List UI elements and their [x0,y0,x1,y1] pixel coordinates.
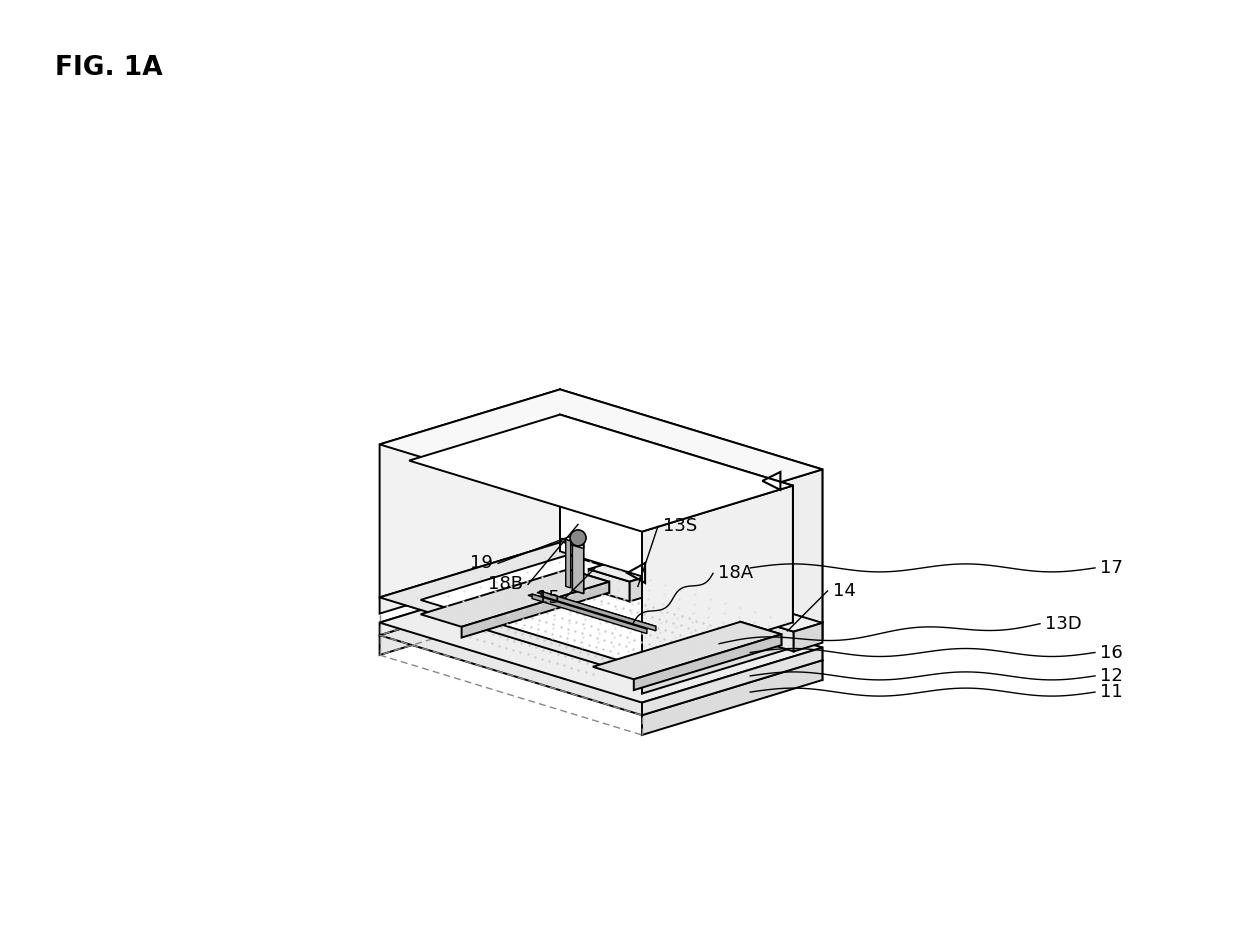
Polygon shape [379,389,560,597]
Polygon shape [753,611,822,632]
Text: 13D: 13D [1045,614,1081,633]
Polygon shape [379,389,822,525]
Polygon shape [528,594,647,630]
Polygon shape [409,414,792,532]
Text: FIG. 1A: FIG. 1A [55,55,162,81]
Polygon shape [537,591,656,627]
Polygon shape [379,581,560,655]
Polygon shape [379,542,560,613]
Text: 11: 11 [1100,683,1122,701]
Text: 17: 17 [1100,559,1123,577]
Polygon shape [562,539,584,549]
Text: A: A [608,542,621,560]
Polygon shape [642,485,792,669]
Polygon shape [565,539,570,588]
Polygon shape [573,540,584,594]
Polygon shape [630,573,658,601]
Polygon shape [461,582,609,638]
Polygon shape [753,619,794,652]
Polygon shape [568,569,609,593]
Polygon shape [589,569,630,601]
Polygon shape [420,554,781,665]
Polygon shape [642,623,822,694]
Polygon shape [642,660,822,735]
Polygon shape [740,622,781,645]
Polygon shape [794,623,822,652]
Polygon shape [589,560,658,582]
Polygon shape [560,414,792,623]
Polygon shape [589,560,618,589]
Polygon shape [560,542,822,639]
Polygon shape [379,581,822,715]
Text: A: A [745,506,759,524]
Text: 13S: 13S [663,517,697,536]
Polygon shape [379,568,560,635]
Polygon shape [532,594,647,634]
Polygon shape [560,568,822,660]
Text: 16: 16 [1100,643,1122,661]
Text: 18B: 18B [489,575,523,594]
Polygon shape [560,581,822,680]
Polygon shape [642,469,822,677]
Text: 14: 14 [832,582,856,600]
Polygon shape [753,611,781,639]
Text: 12: 12 [1100,667,1123,685]
Circle shape [570,530,587,546]
Polygon shape [379,542,822,677]
Polygon shape [642,648,822,715]
Polygon shape [420,569,609,626]
Text: 18A: 18A [718,565,753,583]
Text: 19: 19 [470,554,494,572]
Polygon shape [560,389,822,623]
Polygon shape [593,622,781,680]
Polygon shape [541,591,656,631]
Polygon shape [379,568,822,702]
Text: 15: 15 [537,589,559,607]
Polygon shape [634,634,781,690]
